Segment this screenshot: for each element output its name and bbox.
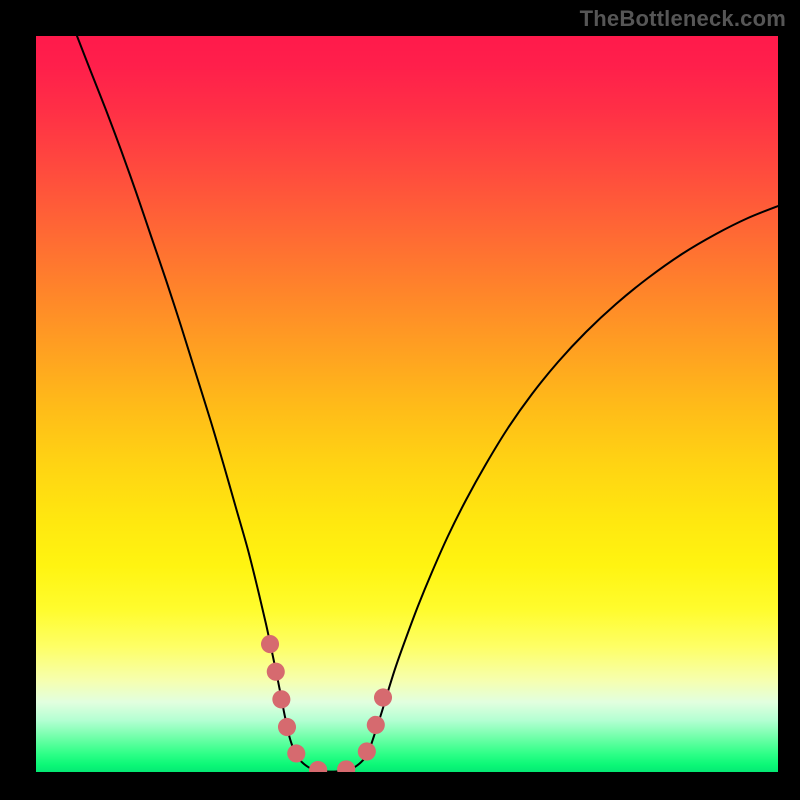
chart-frame: TheBottleneck.com <box>0 0 800 800</box>
gradient-background <box>36 36 778 772</box>
watermark-text: TheBottleneck.com <box>580 6 786 32</box>
plot-area <box>36 36 778 772</box>
plot-svg <box>36 36 778 772</box>
